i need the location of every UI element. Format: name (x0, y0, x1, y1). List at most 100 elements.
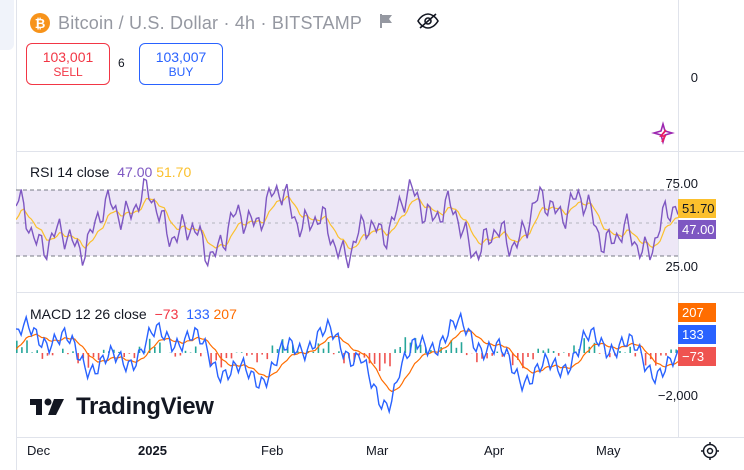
macd-histogram-bar (286, 346, 289, 353)
macd-histogram-bar (675, 349, 677, 353)
macd-histogram-bar (583, 338, 585, 353)
macd-histogram-bar (343, 353, 345, 364)
macd-histogram-bar (404, 337, 407, 353)
macd-signal-line (16, 330, 678, 393)
macd-name: MACD 12 26 close (30, 306, 147, 322)
main-axis-label: 0 (690, 70, 698, 85)
macd-histogram-bar (629, 346, 631, 353)
macd-histogram-bar (128, 353, 131, 354)
macd-histogram-bar (338, 351, 340, 353)
macd-histogram-bar (123, 353, 125, 357)
settings-gear-icon[interactable] (700, 441, 720, 466)
macd-histogram-bar (189, 352, 192, 353)
buy-button[interactable]: 103,007 BUY (139, 43, 223, 85)
pane-separator-rsi[interactable] (16, 151, 744, 152)
tradingview-logo-icon (30, 398, 64, 415)
macd-histogram-bar (327, 342, 330, 353)
macd-histogram-bar (547, 348, 550, 353)
macd-histogram-bar (246, 353, 248, 356)
macd-histogram-bar (256, 353, 258, 363)
macd-histogram-bar (557, 353, 560, 356)
sparkle-icon[interactable] (651, 121, 677, 152)
macd-histogram-bar (517, 353, 519, 360)
time-axis-label-mar: Mar (366, 443, 389, 458)
macd-histogram-bar (184, 350, 187, 353)
macd-histogram-bar (276, 349, 279, 353)
macd-axis-label: −2,000 (657, 388, 698, 403)
macd-histogram-bar (665, 353, 667, 356)
macd-histogram-bar (419, 344, 422, 353)
macd-histogram-bar (240, 352, 243, 353)
tradingview-logo[interactable]: TradingView (30, 393, 214, 421)
macd-histogram-bar (598, 353, 601, 354)
symbol-title[interactable]: Bitcoin / U.S. Dollar · 4h · BITSTAMP (58, 12, 363, 33)
pane-separator-macd[interactable] (16, 292, 744, 293)
macd-histogram-bar (215, 353, 217, 361)
macd-plot[interactable] (16, 293, 678, 437)
macd-line-badge: 133 (678, 325, 716, 344)
rsi-legend[interactable]: RSI 14 close 47.00 51.70 (30, 164, 191, 180)
macd-histogram-bar (133, 353, 136, 359)
macd-histogram-bar (506, 353, 509, 354)
rsi-axis-bottom: 25.00 (665, 259, 698, 274)
macd-line (16, 311, 678, 415)
macd-histogram-bar (491, 353, 493, 356)
macd-histogram-bar (619, 351, 621, 353)
macd-histogram-bar (200, 353, 202, 357)
macd-histogram-bar (332, 353, 335, 355)
sell-label: SELL (53, 65, 83, 79)
macd-histogram-bar (194, 346, 197, 353)
macd-histogram-bar (430, 350, 432, 353)
macd-histogram-bar (537, 348, 539, 353)
macd-histogram-bar (261, 353, 263, 355)
macd-histogram-bar (179, 353, 182, 356)
tradingview-wordmark: TradingView (76, 393, 214, 420)
macd-histogram-bar (322, 348, 325, 353)
macd-histogram-bar (82, 353, 85, 359)
macd-histogram-bar (174, 353, 177, 357)
macd-histogram-bar (655, 353, 657, 366)
macd-histogram-bar (542, 350, 545, 353)
macd-hist-badge: −73 (678, 347, 716, 366)
macd-histogram-bar (363, 353, 366, 358)
symbol-header[interactable]: ₿ Bitcoin / U.S. Dollar · 4h · BITSTAMP (30, 10, 440, 36)
macd-histogram-bar (384, 353, 386, 364)
eye-off-icon[interactable] (416, 12, 440, 35)
macd-histogram-bar (563, 352, 565, 353)
buy-label: BUY (168, 65, 194, 79)
time-axis-separator (16, 437, 744, 438)
rsi-signal-value: 51.70 (156, 164, 192, 180)
macd-histogram-bar (26, 340, 28, 353)
macd-histogram-bar (113, 349, 115, 353)
macd-histogram-bar (511, 353, 514, 366)
macd-hist-value: −73 (154, 306, 179, 322)
macd-histogram-bar (358, 353, 361, 356)
macd-histogram-bar (67, 353, 69, 355)
macd-histogram-bar (159, 342, 161, 353)
macd-histogram-bar (77, 353, 79, 364)
rsi-plot[interactable] (16, 152, 678, 292)
flag-icon[interactable] (378, 12, 396, 35)
left-toolbar-edge (0, 0, 17, 470)
macd-histogram-bar (36, 350, 38, 353)
macd-histogram-bar (644, 353, 647, 366)
macd-histogram-bar (97, 353, 100, 360)
buy-price: 103,007 (155, 49, 207, 65)
macd-histogram-bar (460, 342, 463, 353)
time-axis-label-apr: Apr (484, 443, 505, 458)
macd-histogram-bar (51, 353, 54, 356)
macd-histogram-bar (292, 344, 294, 353)
macd-legend[interactable]: MACD 12 26 close −73 133 207 (30, 306, 237, 322)
macd-histogram (16, 337, 677, 371)
macd-histogram-bar (522, 353, 524, 369)
macd-histogram-bar (501, 353, 504, 357)
rsi-name: RSI 14 close (30, 164, 110, 180)
spread-value: 6 (118, 56, 125, 70)
macd-histogram-bar (394, 349, 396, 353)
macd-histogram-bar (389, 353, 391, 367)
macd-signal-badge: 207 (678, 303, 716, 322)
sell-button[interactable]: 103,001 SELL (26, 43, 110, 85)
macd-histogram-bar (445, 350, 447, 353)
macd-histogram-bar (317, 343, 320, 353)
rsi-value-badge: 47.00 (678, 220, 716, 239)
